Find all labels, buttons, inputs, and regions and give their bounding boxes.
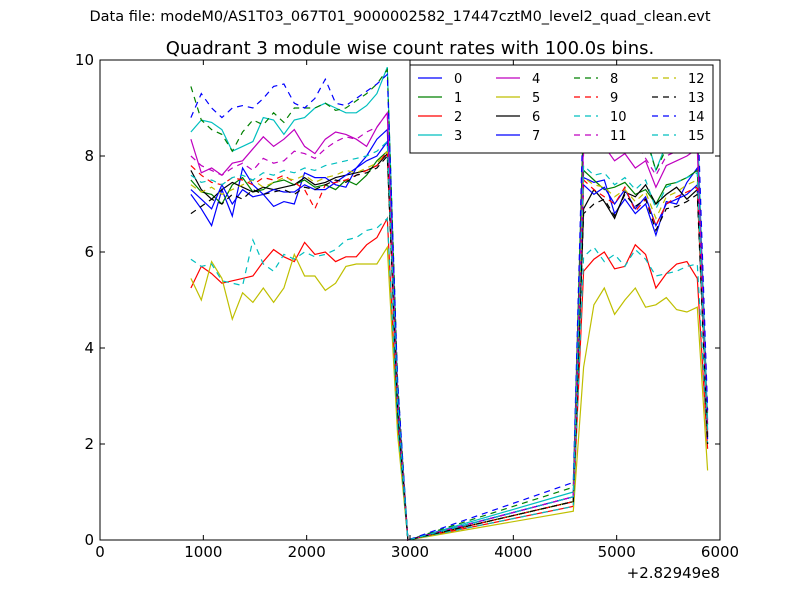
series-line-4 — [190, 111, 709, 541]
legend-label-1: 1 — [454, 91, 462, 106]
x-tick-label: 6000 — [701, 543, 739, 561]
y-tick-label: 8 — [84, 147, 94, 165]
legend-label-14: 14 — [688, 110, 705, 125]
legend-label-10: 10 — [610, 110, 627, 125]
x-tick-label: 3000 — [391, 543, 429, 561]
series-line-13 — [190, 154, 709, 541]
series-line-2 — [190, 216, 709, 541]
series-line-14 — [190, 73, 709, 541]
x-tick-label: 4000 — [494, 543, 532, 561]
data-file-caption: Data file: modeM0/AS1T03_067T01_90000025… — [89, 9, 711, 25]
series-line-15 — [190, 140, 709, 541]
chart-title: Quadrant 3 module wise count rates with … — [166, 38, 655, 59]
legend-label-7: 7 — [532, 129, 540, 144]
legend-label-4: 4 — [532, 72, 540, 87]
series-line-10 — [190, 217, 709, 541]
series-line-0 — [190, 128, 709, 541]
legend-label-11: 11 — [610, 129, 627, 144]
legend-label-12: 12 — [688, 72, 705, 87]
legend-label-0: 0 — [454, 72, 462, 87]
x-offset-label: +2.82949e8 — [627, 564, 720, 582]
legend-label-6: 6 — [532, 110, 540, 125]
series-line-7 — [190, 139, 709, 541]
x-tick-label: 1000 — [184, 543, 222, 561]
x-tick-label: 0 — [95, 543, 105, 561]
series-line-6 — [190, 152, 709, 541]
series-line-9 — [190, 149, 709, 541]
legend-label-13: 13 — [688, 91, 705, 106]
y-tick-label: 4 — [84, 339, 94, 357]
legend-label-8: 8 — [610, 72, 618, 87]
legend-label-3: 3 — [454, 129, 462, 144]
series-line-5 — [190, 245, 709, 541]
legend-label-9: 9 — [610, 91, 618, 106]
legend-label-5: 5 — [532, 91, 540, 106]
legend-label-15: 15 — [688, 129, 705, 144]
y-tick-label: 0 — [84, 531, 94, 549]
x-tick-label: 5000 — [598, 543, 636, 561]
y-tick-label: 10 — [75, 51, 94, 69]
series-line-1 — [190, 149, 709, 541]
y-tick-label: 6 — [84, 243, 94, 261]
series-line-12 — [190, 149, 709, 541]
series-line-11 — [190, 111, 709, 541]
x-tick-label: 2000 — [288, 543, 326, 561]
y-tick-label: 2 — [84, 435, 94, 453]
legend-label-2: 2 — [454, 110, 462, 125]
legend-box — [409, 64, 714, 154]
